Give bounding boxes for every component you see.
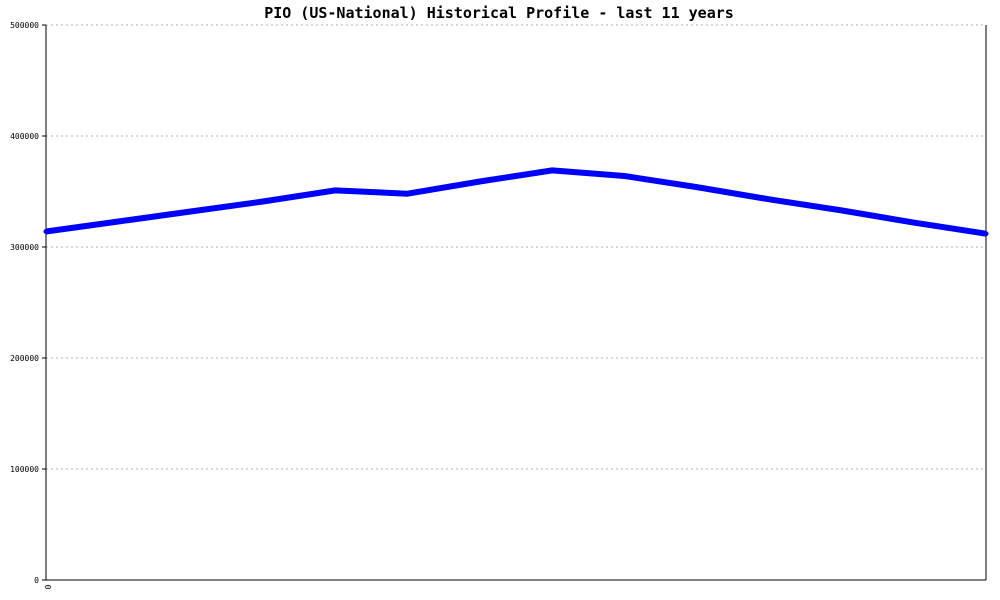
y-tick-label: 200000 — [10, 354, 39, 363]
data-point — [260, 199, 266, 204]
data-point — [477, 179, 483, 184]
data-point — [549, 167, 555, 173]
data-point — [838, 207, 844, 213]
data-point — [332, 187, 338, 193]
data-point — [983, 231, 989, 237]
data-point — [188, 209, 194, 214]
y-tick-label: 500000 — [10, 21, 39, 30]
x-tick-label: 0 — [43, 585, 52, 590]
y-tick-label: 400000 — [10, 132, 39, 141]
data-point — [766, 196, 772, 202]
y-tick-label: 100000 — [10, 465, 39, 474]
data-point — [911, 220, 917, 226]
data-point — [694, 184, 700, 190]
y-tick-label: 0 — [34, 576, 39, 585]
chart-title: PIO (US-National) Historical Profile - l… — [264, 4, 734, 22]
data-point — [43, 229, 49, 234]
data-point — [622, 173, 627, 179]
data-point — [405, 191, 410, 197]
data-point — [115, 219, 121, 224]
y-tick-label: 300000 — [10, 243, 39, 252]
series-line — [45, 167, 987, 237]
